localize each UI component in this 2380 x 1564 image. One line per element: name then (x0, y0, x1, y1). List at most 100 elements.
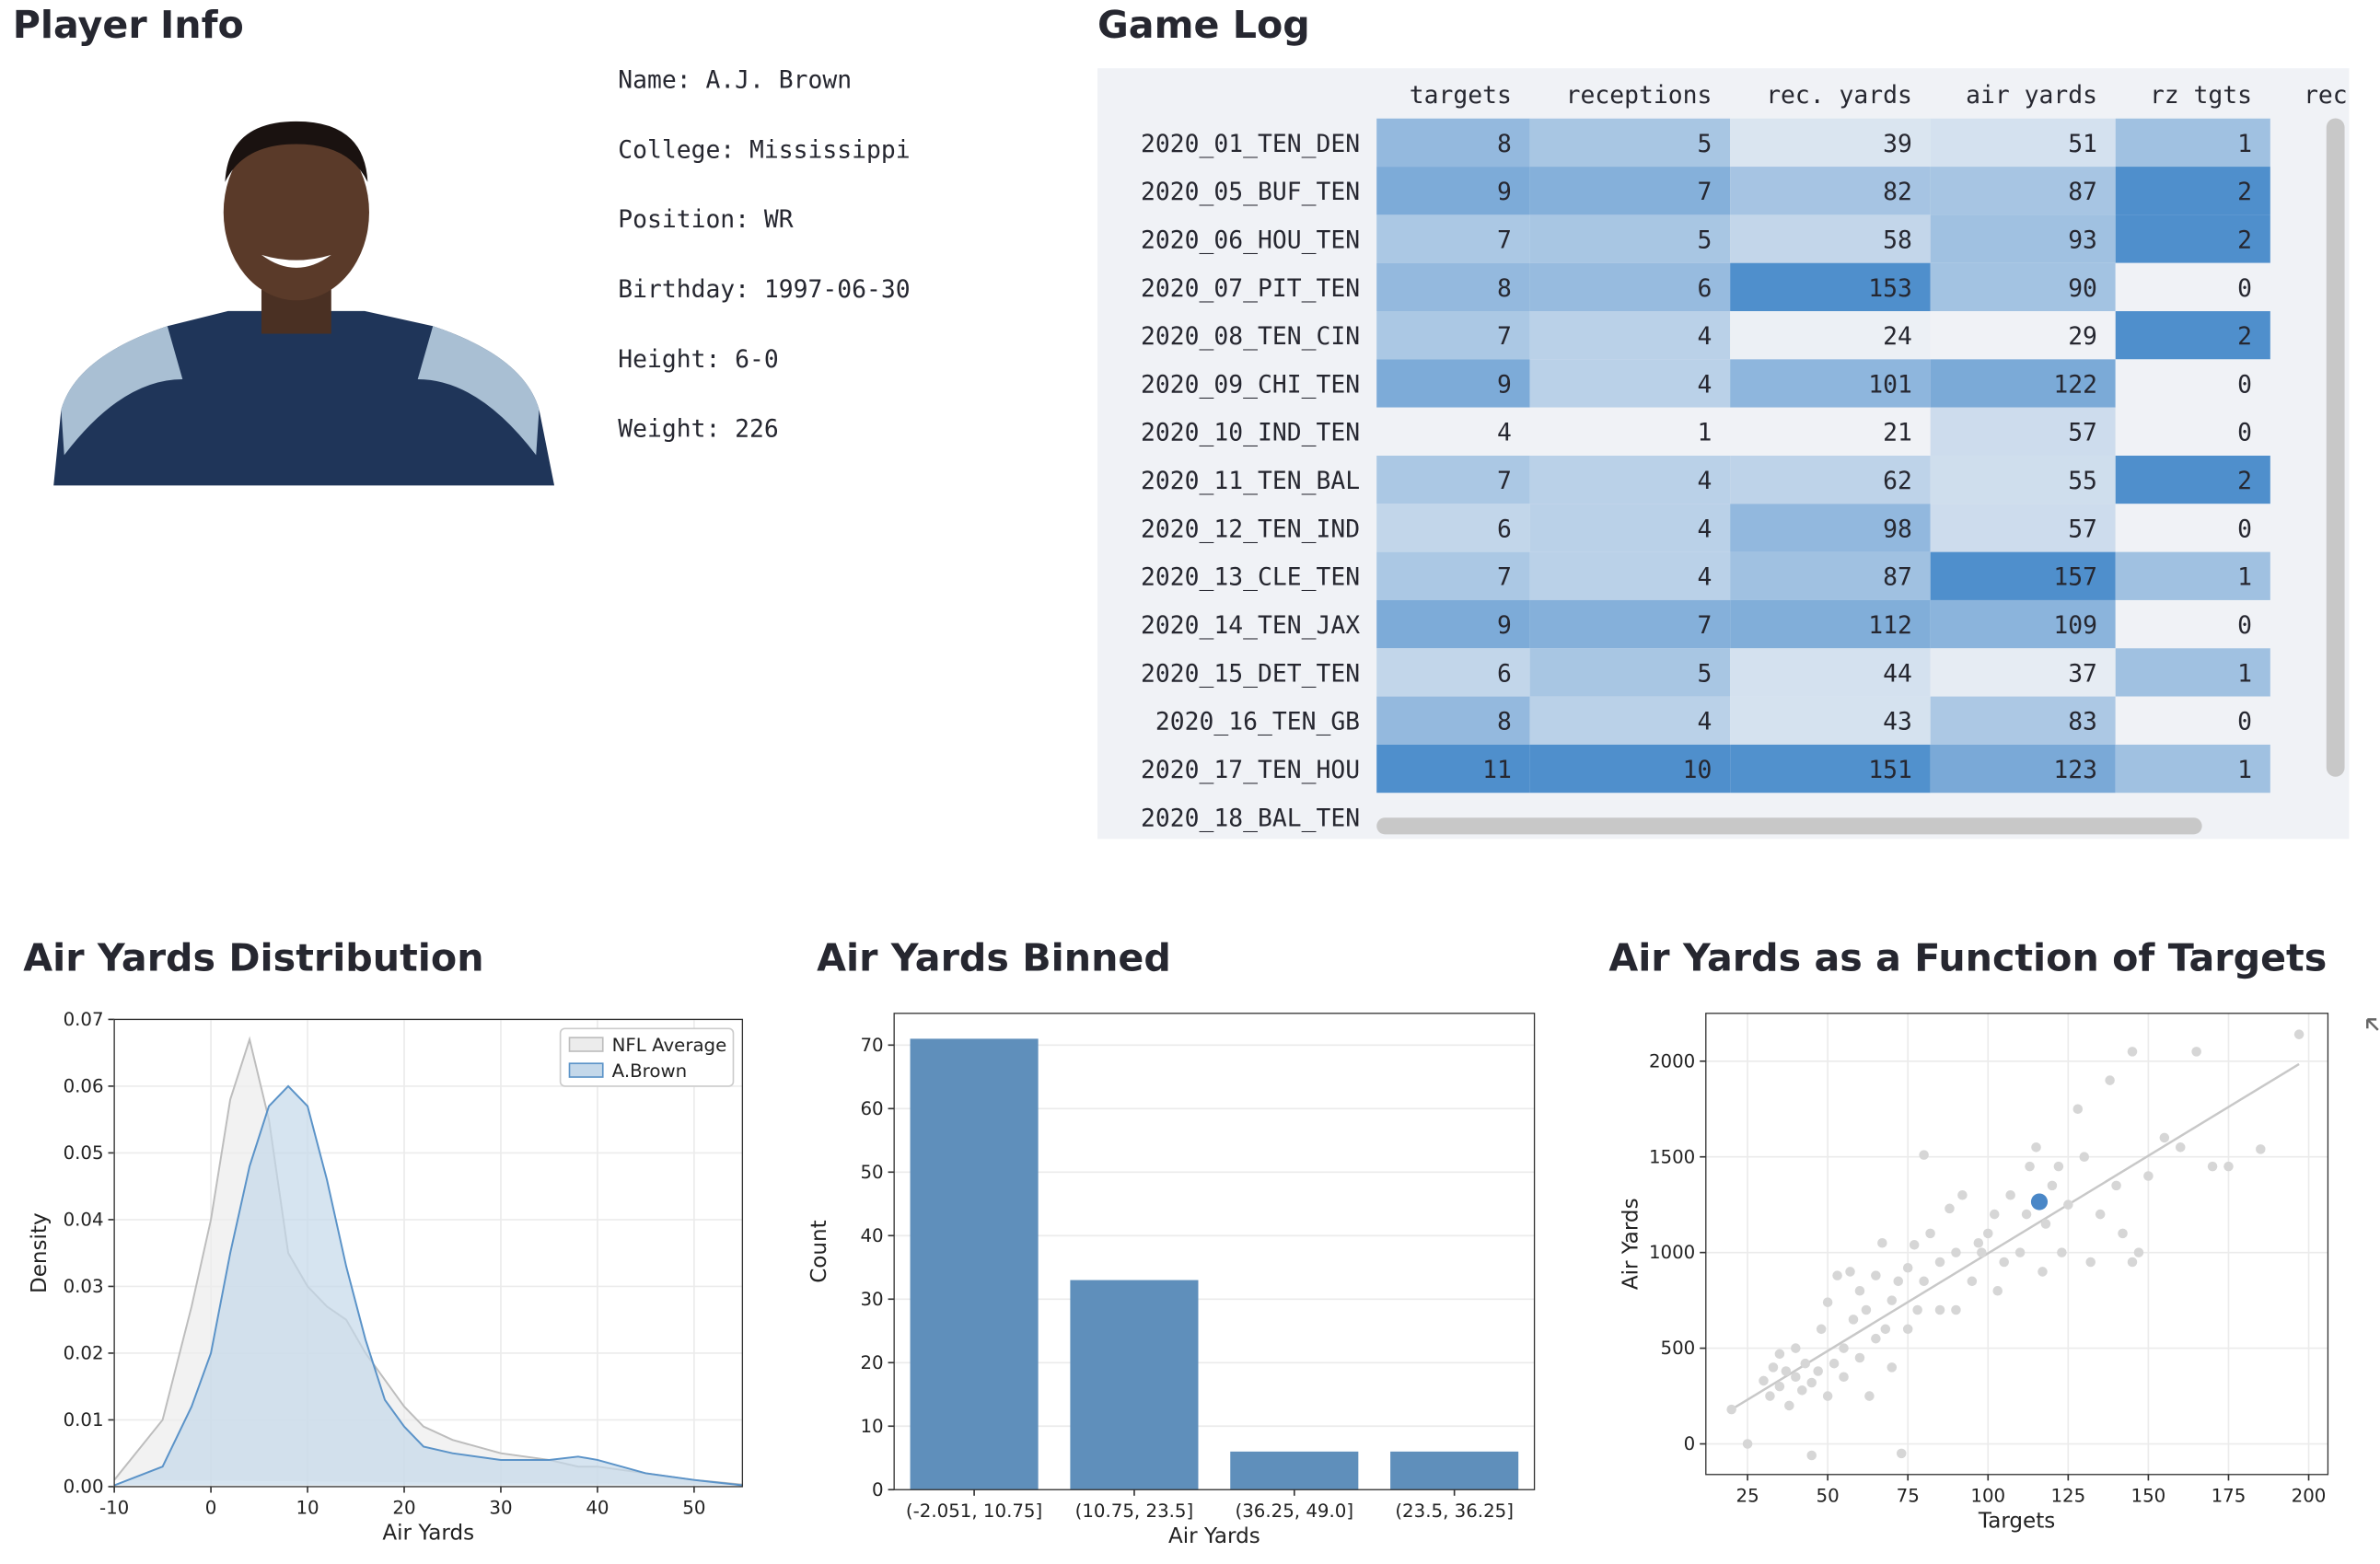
row-index: 2020_16_TEN_GB (1155, 709, 1360, 736)
fullscreen-icon[interactable] (2366, 1018, 2379, 1031)
point (2207, 1161, 2218, 1172)
point (1919, 1150, 1929, 1160)
player-field: Height: 6-0 (618, 346, 779, 374)
point (1967, 1276, 1978, 1287)
cell-value: 43 (1883, 709, 1912, 736)
point (1934, 1304, 1945, 1315)
row-index: 2020_06_HOU_TEN (1141, 226, 1360, 254)
point (1774, 1381, 1785, 1392)
point (2105, 1075, 2115, 1085)
cell-value: 4 (1698, 564, 1712, 592)
bar (1390, 1451, 1519, 1490)
y-tick-label: 20 (860, 1352, 883, 1373)
x-tick-label: 0 (205, 1498, 217, 1519)
x-tick-label: (10.75, 23.5] (1075, 1500, 1194, 1522)
cell-value: 5 (1698, 131, 1712, 158)
x-tick-label: 50 (682, 1498, 705, 1519)
cell-value: 4 (1698, 323, 1712, 351)
point (2085, 1257, 2096, 1268)
chart-title: Air Yards Binned (817, 936, 1171, 980)
vertical-scrollbar[interactable] (2326, 118, 2345, 777)
table-cell (2115, 599, 2270, 649)
table-cell (1376, 407, 1530, 456)
point (2005, 1190, 2015, 1200)
point (1919, 1276, 1929, 1287)
table-cell (1730, 551, 1931, 600)
cell-value: 0 (2237, 516, 2252, 543)
cell-value: 151 (1868, 757, 1912, 784)
y-axis-label: Air Yards (1620, 1198, 1643, 1290)
cell-value: 5 (1698, 660, 1712, 688)
point (1791, 1343, 1801, 1353)
point (2175, 1142, 2186, 1153)
point (2127, 1257, 2138, 1268)
table-cell (1730, 696, 1931, 745)
y-tick-label: 0 (1684, 1433, 1696, 1454)
table-cell (1529, 311, 1731, 360)
point (1893, 1276, 1904, 1287)
point (1848, 1315, 1859, 1325)
point (1951, 1247, 1961, 1257)
cell-value: 1 (2237, 660, 2252, 688)
y-tick-label: 0.06 (64, 1075, 104, 1096)
y-axis-label: Density (28, 1212, 52, 1293)
point (2127, 1047, 2138, 1057)
row-index: 2020_15_DET_TEN (1141, 660, 1360, 688)
row-index: 2020_13_CLE_TEN (1141, 564, 1360, 592)
table-cell (1376, 167, 1530, 215)
point (2025, 1161, 2035, 1172)
y-tick-label: 0.05 (64, 1142, 104, 1164)
table-cell (1930, 407, 2116, 456)
cell-value: 7 (1497, 226, 1512, 254)
y-tick-label: 1500 (1649, 1146, 1695, 1167)
table-cell (1529, 118, 1731, 168)
cell-value: 11 (1482, 757, 1512, 784)
row-index: 2020_11_TEN_BAL (1141, 468, 1360, 495)
point (1999, 1257, 2009, 1268)
table-cell (1529, 599, 1731, 649)
y-tick-label: 10 (860, 1416, 883, 1437)
x-tick-label: (-2.051, 10.75] (906, 1500, 1042, 1522)
player-photo (53, 121, 555, 486)
bar (910, 1038, 1039, 1490)
plot-frame (113, 1018, 744, 1488)
table-cell (2115, 504, 2270, 552)
cell-value: 6 (1497, 516, 1512, 543)
table-cell (1529, 696, 1731, 745)
table-index: 2020_01_TEN_DEN 2020_05_BUF_TEN 2020_06_HO… (1141, 131, 1360, 832)
point (1726, 1404, 1736, 1415)
point (1806, 1377, 1817, 1388)
horizontal-scrollbar[interactable] (1376, 817, 2202, 835)
table-cell (2115, 455, 2270, 504)
highlight-point (2030, 1193, 2049, 1211)
table-cell (1730, 648, 1931, 697)
row-index: 2020_14_TEN_JAX (1141, 612, 1360, 640)
bar (1230, 1451, 1359, 1490)
y-tick-label: 40 (860, 1225, 883, 1246)
point (1864, 1391, 1875, 1401)
cell-value: 7 (1698, 612, 1712, 640)
y-tick-label: 0.07 (64, 1009, 104, 1030)
cell-value: 98 (1883, 516, 1912, 543)
table-cell (1529, 551, 1731, 600)
point (1829, 1358, 1840, 1369)
table-cell (1930, 167, 2116, 215)
point (1982, 1228, 1993, 1239)
cell-value: 1 (2237, 131, 2252, 158)
point (2191, 1047, 2201, 1057)
row-index: 2020_10_IND_TEN (1141, 420, 1360, 447)
point (1822, 1391, 1833, 1401)
table-cell (1930, 311, 2116, 360)
table-cell (1930, 696, 2116, 745)
table-cell (1730, 214, 1931, 263)
cell-value: 112 (1868, 612, 1912, 640)
table-cell (1930, 455, 2116, 504)
point (1945, 1203, 1955, 1214)
column-header: receptions (1566, 82, 1712, 110)
table-cell (1730, 504, 1931, 552)
cell-value: 2 (2237, 468, 2252, 495)
table-cell (1529, 504, 1731, 552)
legend-swatch (568, 1062, 604, 1078)
table-cell (1730, 744, 1931, 794)
